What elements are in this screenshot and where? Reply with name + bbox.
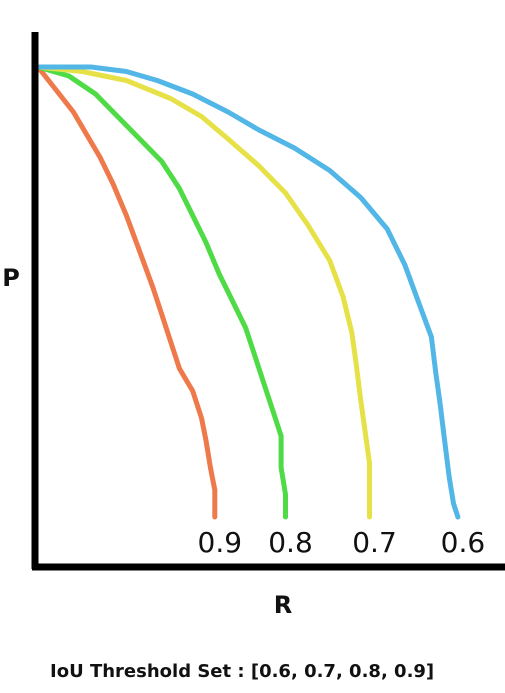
curve-label-0-6: 0.6 [441, 526, 486, 559]
curve-iou-0-9 [35, 64, 218, 520]
curve-label-0-7: 0.7 [352, 526, 397, 559]
curve-labels-group: 0.9 0.8 0.7 0.6 [198, 526, 486, 559]
curve-iou-0-6 [35, 64, 461, 520]
x-axis-title: R [274, 591, 292, 619]
curves-group [35, 64, 461, 520]
curve-iou-0-8 [35, 64, 288, 520]
curve-iou-0-7 [35, 64, 372, 520]
chart-caption: IoU Threshold Set : [0.6, 0.7, 0.8, 0.9] [50, 661, 434, 682]
y-axis-title: P [2, 264, 20, 292]
curve-label-0-9: 0.9 [198, 526, 243, 559]
curve-label-0-8: 0.8 [268, 526, 313, 559]
